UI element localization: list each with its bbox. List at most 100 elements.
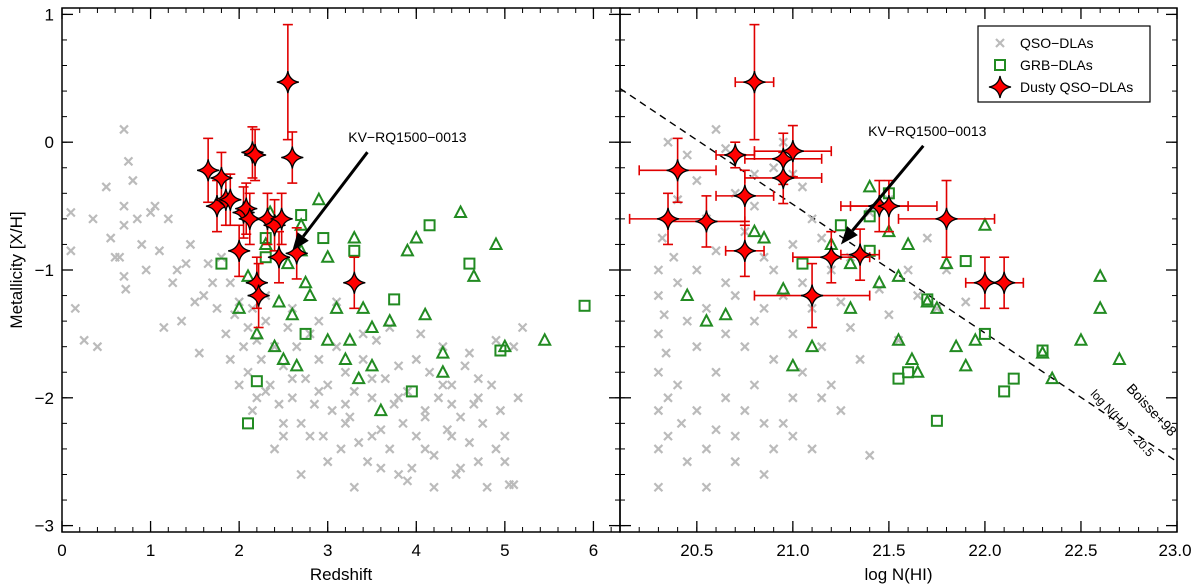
annotation-arrowhead bbox=[292, 232, 309, 251]
data-point bbox=[243, 367, 253, 378]
data-point bbox=[212, 303, 222, 314]
series-qso-dlas bbox=[66, 124, 528, 493]
data-point bbox=[128, 175, 138, 186]
data-point bbox=[494, 344, 507, 357]
data-point bbox=[119, 271, 129, 282]
data-point bbox=[663, 393, 673, 403]
data-point bbox=[862, 178, 877, 193]
data-point bbox=[353, 437, 364, 448]
data-point bbox=[228, 239, 251, 262]
data-point bbox=[701, 482, 712, 493]
data-point bbox=[267, 338, 282, 353]
data-point bbox=[194, 348, 205, 358]
data-point bbox=[309, 399, 320, 409]
data-point bbox=[417, 306, 433, 321]
data-point bbox=[298, 274, 313, 289]
data-point bbox=[267, 246, 291, 269]
data-point bbox=[393, 393, 404, 403]
legend-marker bbox=[988, 75, 1012, 99]
data-point bbox=[836, 297, 846, 307]
data-point bbox=[250, 375, 263, 388]
data-point bbox=[488, 236, 504, 250]
data-point bbox=[247, 284, 270, 307]
panel-redshift: 0 1 2 3 4 5 6 −3 −2 −1 0 1 Redshift Metallicity [X/H]… bbox=[7, 5, 621, 584]
data-point bbox=[788, 329, 798, 339]
data-point bbox=[653, 482, 664, 493]
x-tick-label: 2 bbox=[234, 541, 243, 560]
x-tick-label: 23.0 bbox=[1158, 541, 1191, 560]
data-point bbox=[491, 444, 501, 454]
data-point bbox=[347, 229, 362, 244]
data-point bbox=[287, 393, 298, 403]
annotation-label: KV−RQ1500−0013 bbox=[868, 123, 987, 139]
y-tick-label: 0 bbox=[45, 133, 54, 152]
data-point bbox=[420, 412, 430, 422]
data-point bbox=[249, 325, 265, 340]
y-tick-label: −1 bbox=[35, 261, 54, 280]
data-point bbox=[921, 293, 934, 306]
data-point bbox=[283, 322, 293, 333]
data-point bbox=[826, 380, 837, 390]
data-point bbox=[653, 444, 664, 454]
data-point bbox=[141, 265, 151, 275]
data-point bbox=[446, 431, 457, 441]
data-point bbox=[320, 332, 335, 346]
data-point bbox=[373, 402, 389, 417]
data-point bbox=[150, 201, 160, 211]
data-point bbox=[415, 329, 426, 339]
y-tick-label: −3 bbox=[35, 517, 54, 536]
data-point bbox=[759, 418, 769, 429]
data-point bbox=[682, 150, 693, 160]
data-point bbox=[730, 431, 741, 441]
data-point bbox=[305, 431, 315, 441]
data-point bbox=[327, 405, 337, 416]
data-point bbox=[517, 322, 528, 333]
data-point bbox=[659, 309, 669, 320]
x-tick-label: 1 bbox=[146, 541, 155, 560]
data-point bbox=[912, 290, 923, 301]
data-point bbox=[234, 380, 244, 390]
data-point bbox=[380, 373, 391, 384]
legend-label: QSO−DLAs bbox=[1020, 35, 1094, 51]
data-point bbox=[70, 303, 81, 314]
data-point bbox=[724, 143, 747, 167]
data-point bbox=[843, 300, 858, 314]
data-point bbox=[285, 306, 300, 321]
data-point bbox=[215, 257, 228, 270]
data-point bbox=[101, 182, 112, 192]
data-point bbox=[119, 124, 129, 135]
legend: QSO−DLAs GRB−DLAs Dusty QSO−DLAs bbox=[977, 25, 1151, 103]
data-point bbox=[66, 246, 76, 256]
x-tick-label: 21.5 bbox=[872, 541, 905, 560]
data-point bbox=[446, 399, 457, 409]
data-point bbox=[367, 373, 377, 384]
data-point bbox=[460, 361, 470, 371]
data-point bbox=[864, 450, 875, 461]
data-point bbox=[797, 278, 808, 288]
data-point bbox=[342, 332, 358, 346]
data-point bbox=[340, 367, 351, 378]
data-point bbox=[420, 444, 430, 454]
series-grb-dlas-triangles- bbox=[680, 178, 1127, 385]
data-point bbox=[296, 469, 306, 480]
data-point bbox=[120, 284, 131, 294]
data-point bbox=[466, 268, 482, 282]
data-point bbox=[740, 341, 750, 352]
data-point bbox=[711, 367, 721, 378]
data-point bbox=[720, 329, 731, 339]
data-point bbox=[176, 316, 187, 326]
data-point bbox=[285, 242, 308, 265]
data-point bbox=[367, 431, 377, 441]
data-point bbox=[463, 257, 476, 270]
data-point bbox=[289, 357, 304, 372]
data-point bbox=[464, 437, 475, 448]
annotation-arrow-shaft bbox=[302, 151, 369, 238]
data-point bbox=[768, 354, 779, 365]
data-point bbox=[537, 332, 552, 346]
data-point bbox=[398, 418, 408, 429]
data-point bbox=[278, 418, 289, 429]
data-point bbox=[423, 219, 436, 232]
data-point bbox=[653, 290, 664, 301]
data-point bbox=[756, 229, 772, 244]
data-point bbox=[682, 456, 693, 467]
